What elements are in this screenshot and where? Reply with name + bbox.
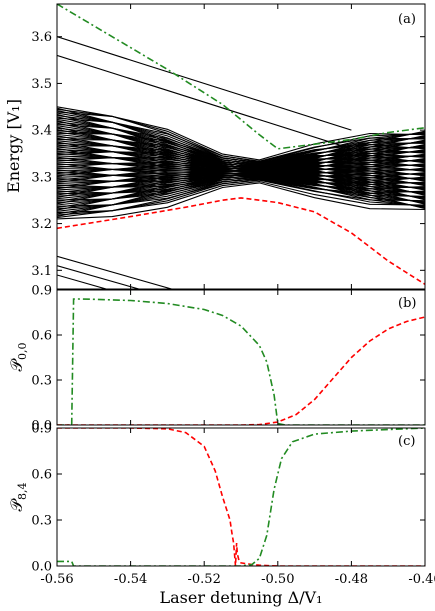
eigenvalue-curve [57,177,425,203]
panel-b-frame [56,289,426,426]
eigenvalue-curve [57,162,425,203]
x-tick-label: -0.56 [40,572,73,587]
series-line-dash-dot [57,4,425,150]
panel-c-ylabel: 𝒫8,4 [7,482,29,511]
eigenvalue-curve [57,141,425,204]
panel-a-ylabel: Energy [V₁] [4,99,23,193]
eigenvalue-curve [57,180,425,214]
y-tick-label: 0.0 [31,560,52,575]
eigenvalue-curve [57,179,425,207]
eigenvalue-curve [57,147,425,209]
y-tick-label: 3.1 [31,264,52,279]
eigenvalue-curve [57,265,141,289]
x-tick-label: -0.52 [188,572,221,587]
x-tick-label: -0.54 [114,572,147,587]
panel-c-frame [56,427,426,567]
y-tick-label: 3.3 [31,170,52,185]
eigenvalue-curve [57,182,425,220]
y-tick-label: 0.3 [31,374,52,389]
eigenvalue-curve [57,54,352,150]
series-line-dashed [57,316,425,425]
x-axis-label: Laser detuning Δ/V₁ [160,588,323,607]
eigenvalue-curve [57,113,425,201]
y-tick-label: 3.4 [31,124,52,139]
series-line-dash-dot [57,428,425,566]
y-tick-label: 3.5 [31,77,52,92]
y-tick-label: 0.6 [31,468,52,483]
panel-b-ylabel: 𝒫0,0 [7,342,29,371]
eigenvalue-curve [57,255,174,289]
series-line-dashed [57,428,425,566]
y-tick-label: 0.6 [31,329,52,344]
eigenvalue-curve [57,36,352,131]
eigenvalue-curve [57,106,425,164]
eigenvalue-curve [57,120,425,205]
y-tick-label: 0.0 [31,419,52,434]
panel-c-label: (c) [398,434,415,449]
eigenvalue-curve [57,126,425,210]
eigenvalue-curve [57,169,425,208]
eigenvalue-band [57,36,425,289]
y-tick-label: 0.3 [31,514,52,529]
y-tick-label: 0.9 [31,284,52,299]
eigenvalue-curve [57,107,425,196]
series-line-dash-dot [57,298,425,425]
panel-a-frame [56,3,426,290]
y-tick-label: 0.9 [31,422,52,437]
eigenvalue-curve [57,178,425,207]
panel-b-population-00: 0.0 0.3 0.6 0.9 (b) 𝒫0,0 [7,284,426,434]
panel-a-label: (a) [398,12,416,27]
x-tick-label: -0.50 [261,572,294,587]
panel-c-population-84: 0.0 0.3 0.6 0.9 -0.56 -0.54 -0.52 -0.50 -0.48 -0… [7,422,435,608]
y-tick-label: 3.6 [31,30,52,45]
panel-a-energy: 3.1 3.2 3.3 3.4 3.5 3.6 (a) Energy [V₁] [4,3,426,290]
y-tick-label: 3.2 [31,217,52,232]
x-tick-label: -0.48 [335,572,368,587]
panel-b-label: (b) [398,296,416,311]
x-tick-label: -0.46 [408,572,435,587]
